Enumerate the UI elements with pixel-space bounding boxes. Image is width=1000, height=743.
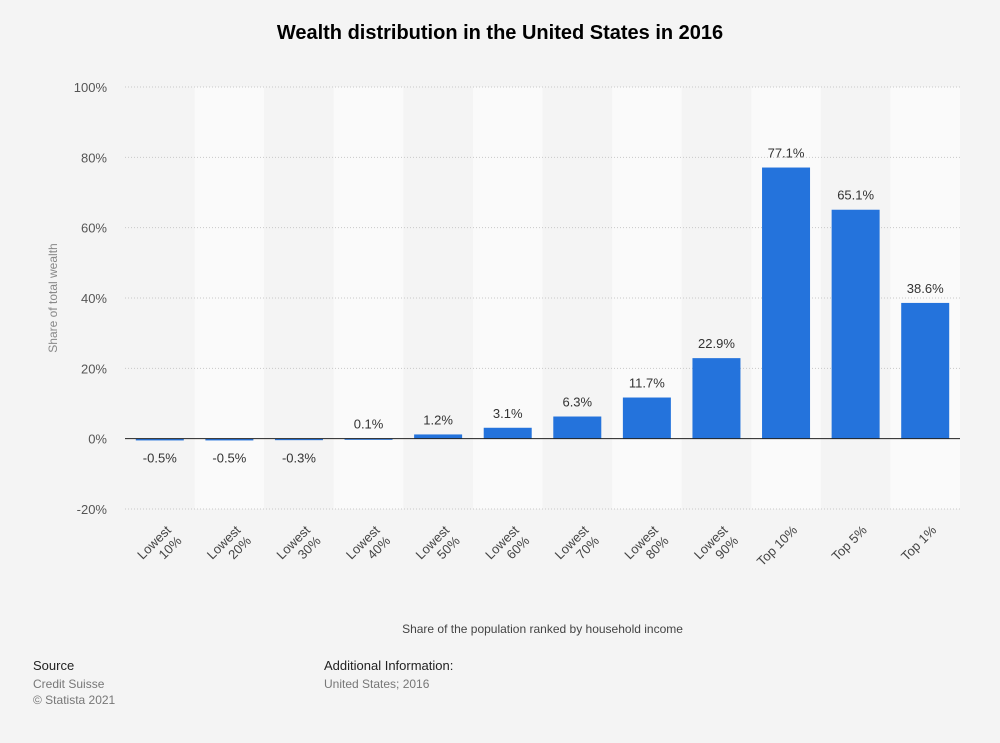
data-label: 22.9% [698, 336, 735, 351]
x-tick-label-line: Top 10% [754, 522, 801, 569]
chart-title: Wealth distribution in the United States… [276, 22, 724, 44]
x-tick-label: Lowest40% [343, 522, 394, 573]
x-tick-label: Lowest90% [691, 522, 742, 573]
source-line-2: © Statista 2021 [33, 693, 116, 707]
y-tick-label: 80% [81, 150, 107, 165]
x-tick-label: Top 1% [898, 522, 940, 564]
additional-info-text: United States; 2016 [324, 677, 430, 691]
y-tick-label: -20% [77, 502, 108, 517]
column-band [194, 87, 265, 509]
source-line-1: Credit Suisse [33, 677, 105, 691]
bar [831, 209, 880, 439]
data-label: -0.5% [212, 451, 246, 466]
column-band [890, 87, 960, 509]
bar [553, 416, 602, 439]
data-label: 38.6% [907, 281, 944, 296]
bar [135, 438, 184, 441]
data-label: -0.5% [143, 451, 177, 466]
data-label: 6.3% [562, 395, 592, 410]
bar [762, 167, 811, 439]
bar [901, 302, 950, 439]
y-tick-label: 60% [81, 221, 107, 236]
bar [622, 397, 671, 439]
x-tick-label-line: Top 1% [898, 522, 940, 564]
data-label: -0.3% [282, 451, 316, 466]
x-tick-label: Lowest30% [273, 522, 324, 573]
x-axis-title: Share of the population ranked by househ… [402, 622, 683, 636]
x-tick-label: Lowest80% [621, 522, 672, 573]
bar [692, 358, 741, 439]
x-tick-label: Lowest70% [552, 522, 603, 573]
x-tick-label: Lowest50% [413, 522, 464, 573]
x-tick-label: Lowest60% [482, 522, 533, 573]
column-band [472, 87, 543, 509]
y-tick-label: 100% [74, 80, 108, 95]
data-label: 65.1% [837, 188, 874, 203]
additional-info-label: Additional Information: [324, 658, 454, 673]
x-tick-label-line: Top 5% [828, 522, 870, 564]
y-axis-title: Share of total wealth [46, 243, 60, 352]
y-tick-label: 20% [81, 361, 107, 376]
bar [274, 438, 323, 441]
bar [205, 438, 254, 441]
bar [483, 427, 532, 439]
y-tick-label: 40% [81, 291, 107, 306]
bar [414, 434, 463, 439]
data-label: 11.7% [629, 376, 665, 391]
data-label: 77.1% [768, 146, 805, 161]
x-tick-label: Top 10% [754, 522, 801, 569]
data-label: 0.1% [354, 416, 384, 431]
y-tick-label: 0% [88, 432, 107, 447]
data-label: 3.1% [493, 406, 523, 421]
x-tick-label: Lowest20% [204, 522, 255, 573]
x-tick-label: Lowest10% [134, 522, 185, 573]
data-label: 1.2% [423, 412, 453, 427]
x-tick-label: Top 5% [828, 522, 870, 564]
source-label: Source [33, 658, 75, 673]
